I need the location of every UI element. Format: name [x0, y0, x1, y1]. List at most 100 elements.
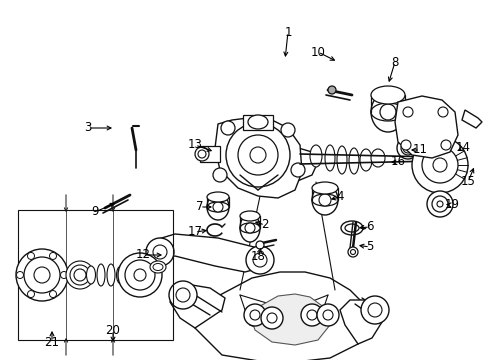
- Ellipse shape: [400, 141, 414, 155]
- Ellipse shape: [396, 137, 418, 159]
- Text: 12: 12: [135, 248, 150, 261]
- Text: 17: 17: [187, 225, 202, 238]
- Circle shape: [249, 310, 260, 320]
- Circle shape: [169, 281, 197, 309]
- Circle shape: [66, 261, 94, 289]
- Circle shape: [432, 158, 446, 172]
- Polygon shape: [339, 300, 381, 344]
- Ellipse shape: [247, 115, 267, 129]
- Circle shape: [431, 196, 447, 212]
- Circle shape: [118, 253, 162, 297]
- Bar: [243, 115, 272, 130]
- Ellipse shape: [370, 86, 404, 104]
- Circle shape: [153, 245, 167, 259]
- Polygon shape: [170, 285, 224, 328]
- Ellipse shape: [206, 194, 228, 220]
- Circle shape: [261, 307, 283, 329]
- Ellipse shape: [359, 149, 371, 171]
- Text: 8: 8: [390, 55, 398, 68]
- Polygon shape: [195, 272, 369, 360]
- Circle shape: [402, 143, 412, 153]
- Circle shape: [24, 257, 60, 293]
- Circle shape: [134, 269, 146, 281]
- Circle shape: [270, 149, 298, 177]
- Circle shape: [27, 291, 35, 298]
- Ellipse shape: [97, 264, 105, 286]
- Circle shape: [316, 304, 338, 326]
- Circle shape: [238, 135, 278, 175]
- Ellipse shape: [240, 223, 260, 233]
- Ellipse shape: [206, 202, 228, 212]
- Circle shape: [400, 140, 410, 150]
- Circle shape: [252, 253, 266, 267]
- Ellipse shape: [150, 261, 165, 273]
- Circle shape: [221, 121, 235, 135]
- Text: 10: 10: [310, 45, 325, 58]
- Ellipse shape: [107, 264, 115, 286]
- Ellipse shape: [240, 211, 260, 221]
- Circle shape: [350, 249, 355, 255]
- Polygon shape: [461, 110, 481, 128]
- Circle shape: [125, 260, 155, 290]
- Ellipse shape: [206, 192, 228, 202]
- Ellipse shape: [153, 264, 163, 270]
- Circle shape: [17, 271, 23, 279]
- Circle shape: [318, 194, 330, 206]
- Ellipse shape: [348, 148, 358, 174]
- Circle shape: [402, 107, 412, 117]
- Circle shape: [327, 86, 335, 94]
- Polygon shape: [215, 118, 302, 198]
- Circle shape: [281, 123, 294, 137]
- Text: 9: 9: [91, 206, 99, 219]
- Circle shape: [146, 238, 174, 266]
- Polygon shape: [254, 147, 317, 182]
- Circle shape: [249, 147, 265, 163]
- Text: 15: 15: [460, 175, 474, 189]
- Ellipse shape: [311, 185, 337, 215]
- Circle shape: [421, 147, 457, 183]
- Ellipse shape: [370, 92, 404, 132]
- Circle shape: [213, 168, 226, 182]
- Ellipse shape: [240, 214, 260, 242]
- Text: 21: 21: [44, 336, 60, 348]
- Text: 18: 18: [250, 251, 265, 264]
- Circle shape: [266, 313, 276, 323]
- Circle shape: [290, 163, 305, 177]
- Circle shape: [306, 310, 316, 320]
- Circle shape: [436, 201, 442, 207]
- Text: 1: 1: [284, 26, 291, 39]
- Circle shape: [213, 202, 223, 212]
- Ellipse shape: [195, 147, 208, 161]
- Polygon shape: [247, 294, 329, 345]
- Ellipse shape: [370, 103, 404, 121]
- Bar: [18, 210, 173, 340]
- Ellipse shape: [198, 150, 205, 158]
- Ellipse shape: [416, 152, 422, 158]
- Circle shape: [176, 288, 190, 302]
- Text: 2: 2: [261, 219, 268, 231]
- Polygon shape: [150, 234, 267, 272]
- Ellipse shape: [336, 146, 346, 174]
- Circle shape: [244, 223, 254, 233]
- Text: 7: 7: [196, 201, 203, 213]
- Circle shape: [49, 252, 57, 260]
- Ellipse shape: [370, 149, 384, 167]
- Circle shape: [347, 247, 357, 257]
- Circle shape: [70, 265, 90, 285]
- Text: 5: 5: [366, 240, 373, 253]
- Circle shape: [411, 137, 467, 193]
- Ellipse shape: [86, 266, 95, 284]
- Ellipse shape: [340, 221, 362, 235]
- Text: 14: 14: [454, 141, 469, 154]
- Circle shape: [301, 304, 323, 326]
- Circle shape: [360, 296, 388, 324]
- Circle shape: [49, 291, 57, 298]
- Circle shape: [61, 271, 67, 279]
- Ellipse shape: [116, 266, 125, 284]
- Bar: [200, 146, 220, 162]
- Ellipse shape: [311, 182, 337, 194]
- Circle shape: [16, 249, 68, 301]
- Circle shape: [74, 269, 86, 281]
- Circle shape: [440, 140, 450, 150]
- Text: 19: 19: [444, 198, 459, 211]
